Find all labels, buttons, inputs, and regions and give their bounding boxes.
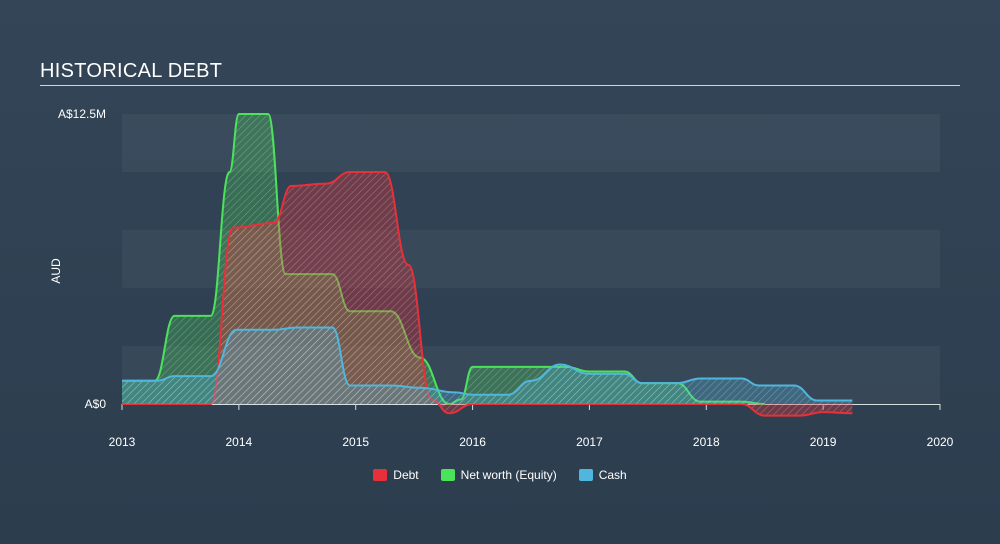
legend-label-equity: Net worth (Equity) [460, 468, 557, 482]
legend-swatch-equity [440, 469, 455, 481]
legend-label-cash: Cash [598, 468, 627, 482]
series-cash [122, 326, 853, 404]
x-tick-label: 2017 [576, 435, 603, 449]
title-divider [40, 85, 960, 86]
legend-swatch-cash [578, 469, 593, 481]
legend-item-cash[interactable]: Cash [578, 468, 627, 482]
legend-label-debt: Debt [393, 468, 419, 482]
series-areas [121, 113, 853, 417]
y-axis-label: AUD [49, 258, 63, 284]
legend: Debt Net worth (Equity) Cash [0, 468, 1000, 482]
cash-area-hatch [122, 327, 853, 404]
x-tick-label: 2018 [693, 435, 720, 449]
cash-line [122, 326, 853, 402]
chart-title: HISTORICAL DEBT [40, 60, 223, 82]
y-tick-label: A$12.5M [58, 107, 106, 121]
legend-swatch-debt [373, 469, 388, 481]
x-tick-label: 2016 [459, 435, 486, 449]
y-tick-label: A$0 [85, 397, 107, 411]
x-tick-label: 2019 [810, 435, 837, 449]
x-tick-label: 2014 [226, 435, 253, 449]
x-tick-label: 2020 [927, 435, 954, 449]
legend-item-equity[interactable]: Net worth (Equity) [440, 468, 557, 482]
x-tick-label: 2013 [109, 435, 136, 449]
legend-item-debt[interactable]: Debt [373, 468, 419, 482]
x-tick-label: 2015 [342, 435, 369, 449]
